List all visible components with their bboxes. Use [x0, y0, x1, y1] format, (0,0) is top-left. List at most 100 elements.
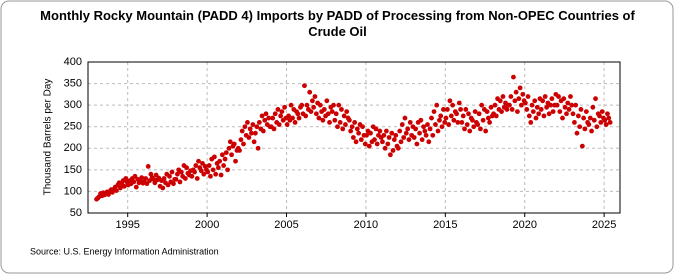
data-point	[515, 109, 520, 115]
data-point	[442, 120, 448, 125]
data-point	[246, 135, 252, 140]
y-tick-label: 400	[64, 56, 82, 68]
data-point	[139, 175, 145, 181]
data-point	[173, 176, 179, 182]
data-point	[380, 139, 385, 145]
data-point	[221, 163, 227, 168]
data-point	[284, 122, 290, 127]
data-point	[500, 94, 506, 99]
data-point	[160, 185, 166, 191]
data-point	[385, 141, 391, 147]
data-point	[427, 126, 433, 132]
data-point	[133, 184, 139, 190]
data-point	[528, 120, 534, 125]
data-point	[296, 115, 302, 121]
data-point	[518, 102, 524, 108]
data-point	[201, 171, 207, 177]
data-point	[405, 126, 411, 132]
y-tick-label: 350	[64, 77, 82, 89]
data-point	[478, 126, 483, 132]
y-tick-label: 150	[64, 164, 82, 176]
data-point	[544, 104, 550, 110]
data-point	[517, 85, 523, 91]
data-point	[225, 167, 230, 173]
data-point	[263, 111, 269, 117]
data-point	[572, 120, 577, 125]
data-point	[320, 117, 326, 123]
data-point	[573, 102, 579, 108]
data-point	[325, 111, 331, 117]
source-note: Source: U.S. Energy Information Administ…	[30, 246, 219, 256]
y-tick-label: 100	[64, 185, 82, 197]
data-point	[476, 111, 482, 117]
data-point	[336, 102, 342, 108]
x-tick-label: 2015	[433, 219, 457, 231]
data-point	[145, 164, 151, 169]
data-point	[586, 122, 592, 127]
data-point	[317, 102, 323, 108]
data-point	[218, 172, 224, 178]
frame	[0, 0, 674, 274]
data-point	[451, 117, 457, 123]
data-point	[303, 113, 309, 119]
data-point	[387, 152, 393, 158]
data-point	[271, 126, 277, 132]
data-point	[362, 141, 368, 147]
data-point	[206, 163, 212, 168]
data-point	[454, 111, 459, 117]
data-point	[418, 117, 424, 123]
data-point	[562, 104, 568, 110]
data-point	[444, 107, 450, 112]
data-point	[238, 137, 244, 143]
data-point	[239, 128, 245, 134]
data-point	[557, 109, 563, 115]
data-point	[341, 113, 347, 119]
data-point	[292, 120, 298, 125]
data-point	[472, 109, 478, 115]
data-point	[381, 132, 387, 138]
data-point	[352, 120, 358, 125]
data-point	[247, 126, 253, 132]
data-point	[398, 139, 404, 145]
data-point	[245, 120, 250, 125]
data-point	[259, 113, 265, 119]
data-point	[171, 181, 176, 187]
data-point	[582, 126, 588, 132]
data-point	[288, 102, 294, 108]
data-point	[602, 117, 608, 123]
data-point	[406, 137, 412, 143]
data-point	[417, 130, 422, 136]
data-point	[507, 102, 512, 108]
data-point	[131, 179, 137, 185]
data-point	[193, 163, 199, 168]
data-point	[377, 128, 383, 134]
y-tick-label: 50	[70, 207, 82, 219]
data-point	[275, 107, 281, 112]
data-point	[189, 173, 195, 179]
data-point	[429, 115, 434, 121]
data-point	[589, 128, 594, 134]
data-point	[223, 150, 229, 156]
data-point	[594, 124, 600, 130]
data-point	[456, 100, 462, 106]
data-point	[446, 122, 452, 127]
data-point	[564, 111, 569, 117]
data-point	[593, 96, 598, 102]
data-point	[455, 120, 461, 125]
data-point	[541, 113, 547, 119]
data-point	[337, 120, 343, 125]
data-point	[194, 176, 200, 181]
data-point	[598, 120, 604, 125]
data-point	[607, 120, 613, 125]
data-point	[591, 117, 597, 123]
data-point	[117, 185, 123, 191]
data-point	[508, 94, 514, 99]
data-point	[349, 124, 355, 130]
data-point	[462, 126, 467, 132]
data-point	[509, 107, 515, 112]
data-point	[419, 137, 425, 143]
data-point	[161, 176, 167, 181]
data-point	[312, 94, 318, 99]
